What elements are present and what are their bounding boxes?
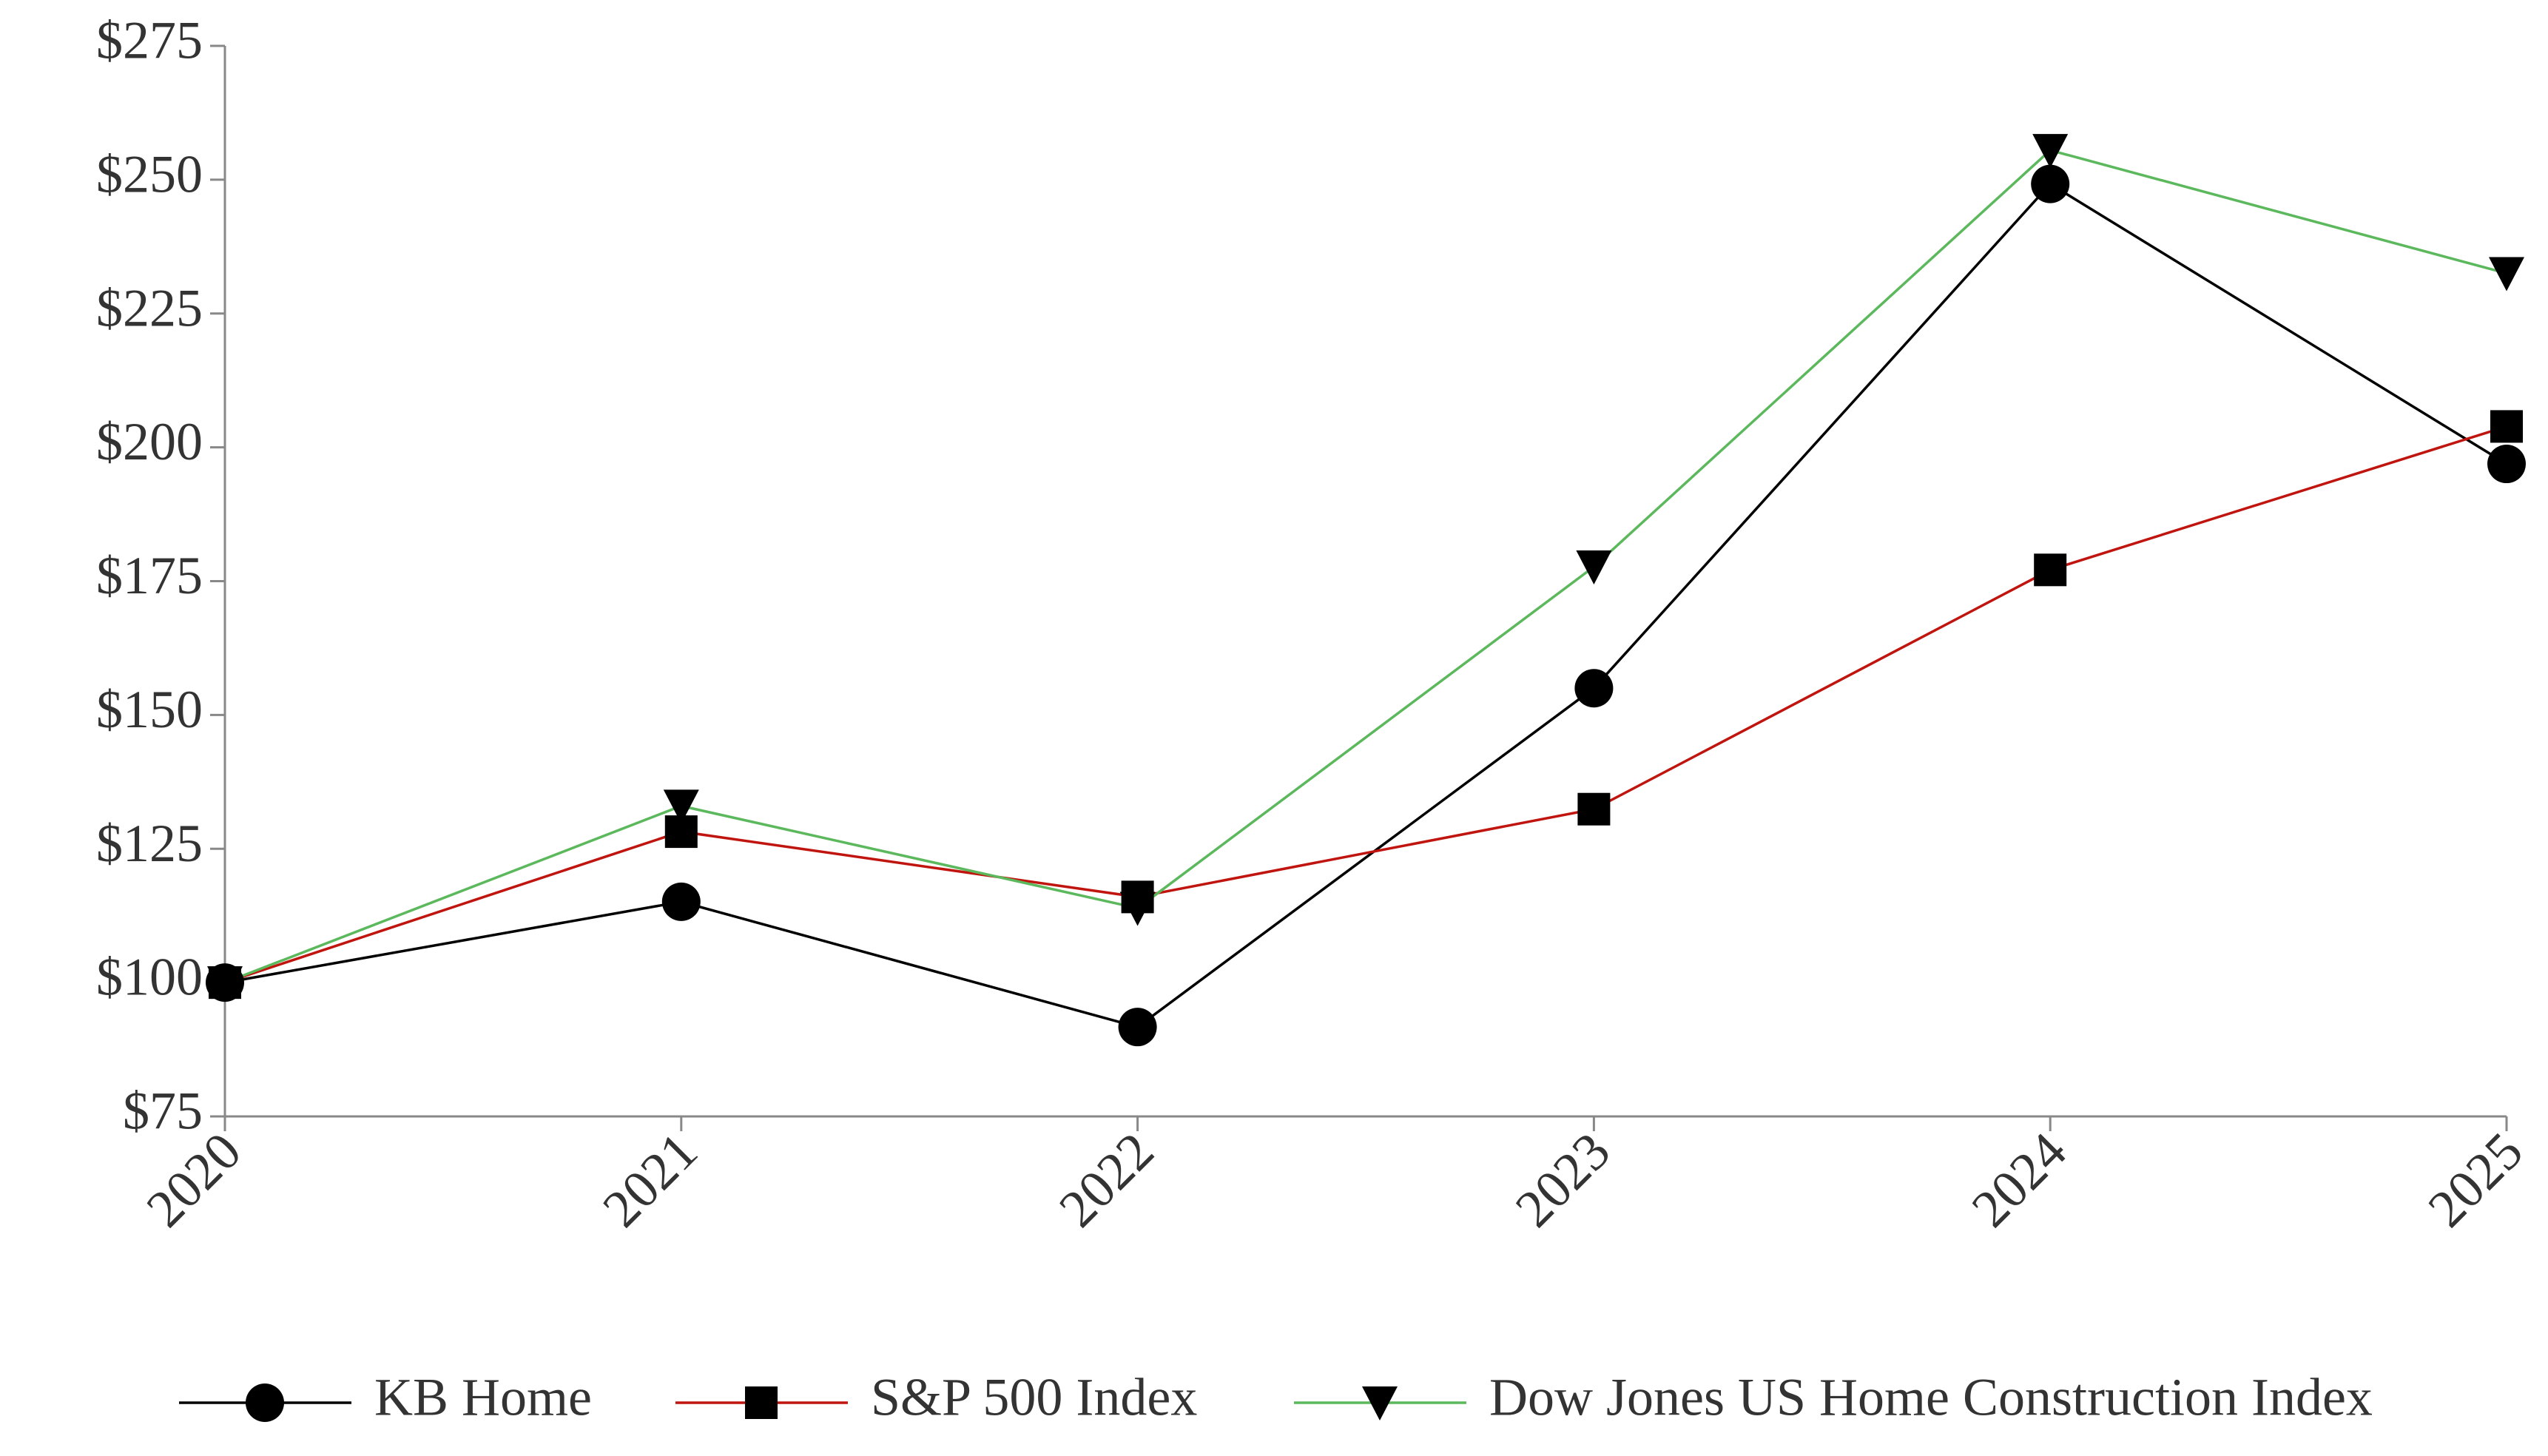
marker (2034, 553, 2067, 587)
marker (246, 1383, 284, 1422)
x-tick-label: 2023 (1504, 1121, 1621, 1238)
x-tick-label: 2025 (2417, 1121, 2534, 1238)
y-tick-label: $100 (96, 948, 203, 1007)
marker (1576, 550, 1612, 584)
series-line (224, 149, 2507, 984)
marker (207, 966, 243, 1001)
marker (2031, 164, 2070, 203)
x-tick-label: 2024 (1961, 1121, 2077, 1238)
y-tick-label: $200 (96, 412, 203, 471)
y-tick-label: $175 (96, 546, 203, 605)
marker (2032, 134, 2069, 169)
y-tick-label: $250 (96, 144, 203, 203)
marker (661, 882, 701, 921)
y-tick-label: $150 (96, 680, 203, 739)
x-tick-label: 2021 (591, 1121, 708, 1238)
marker (1362, 1386, 1398, 1420)
marker (1118, 1008, 1157, 1047)
y-tick-label: $125 (96, 814, 203, 873)
marker (2489, 257, 2524, 291)
y-tick-label: $275 (96, 11, 203, 70)
marker (663, 789, 699, 824)
legend-label: Dow Jones US Home Construction Index (1489, 1368, 2373, 1427)
series-line (224, 182, 2507, 1029)
marker (2490, 410, 2523, 443)
marker (2487, 445, 2526, 484)
marker (1119, 892, 1156, 926)
y-tick-label: $225 (96, 278, 203, 337)
marker (1574, 669, 1614, 708)
x-tick-label: 2022 (1048, 1121, 1165, 1238)
legend-label: KB Home (374, 1368, 592, 1427)
series-line (224, 425, 2507, 984)
y-tick-label: $75 (123, 1082, 203, 1141)
marker (1577, 792, 1611, 826)
marker (745, 1386, 778, 1419)
legend-label: S&P 500 Index (871, 1368, 1197, 1427)
